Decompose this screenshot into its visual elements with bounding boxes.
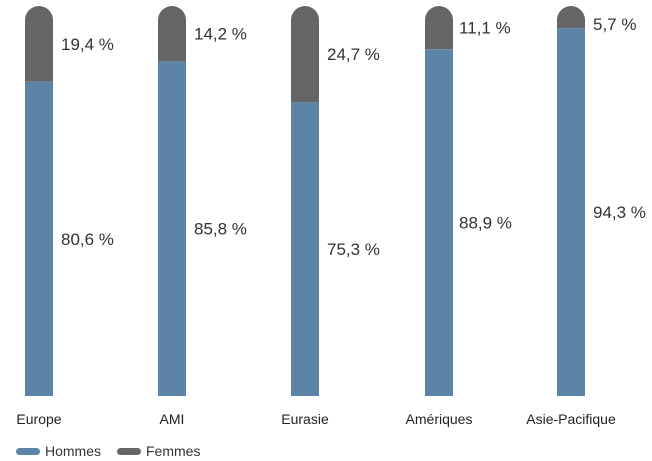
- value-labels-group: 19,4 % 80,6 % 14,2 % 85,8 % 24,7 % 75,3 % 11,1…: [61, 15, 646, 259]
- value-label-femmes-asie-pacifique: 5,7 %: [593, 15, 636, 34]
- value-label-hommes-ameriques: 88,9 %: [459, 214, 512, 233]
- value-label-femmes-europe: 19,4 %: [61, 35, 114, 54]
- category-labels-group: Europe AMI Eurasie Amériques Asie-Pacifique: [16, 411, 616, 427]
- category-label-ameriques: Amériques: [406, 411, 473, 427]
- bar-hommes-eurasie: [291, 102, 319, 396]
- bar-hommes-asie-pacifique: [557, 28, 585, 396]
- bar-femmes-eurasie: [291, 6, 319, 103]
- bar-femmes-asie-pacifique: [557, 6, 585, 29]
- value-label-hommes-asie-pacifique: 94,3 %: [593, 203, 646, 222]
- value-label-hommes-ami: 85,8 %: [194, 220, 247, 239]
- category-label-eurasie: Eurasie: [281, 411, 329, 427]
- bar-hommes-ameriques: [425, 49, 453, 396]
- value-label-femmes-ameriques: 11,1 %: [459, 19, 511, 38]
- category-label-asie-pacifique: Asie-Pacifique: [526, 411, 616, 427]
- bars-group: [25, 6, 585, 396]
- legend-swatch-femmes: [117, 448, 141, 455]
- bar-femmes-ami: [158, 6, 186, 62]
- category-label-ami: AMI: [160, 411, 185, 427]
- legend: Hommes Femmes: [16, 443, 200, 459]
- bar-femmes-europe: [25, 6, 53, 82]
- category-label-europe: Europe: [16, 411, 61, 427]
- value-label-hommes-europe: 80,6 %: [61, 230, 114, 249]
- legend-label-hommes: Hommes: [45, 443, 101, 459]
- value-label-hommes-eurasie: 75,3 %: [327, 240, 380, 259]
- bar-hommes-europe: [25, 81, 53, 396]
- bar-femmes-ameriques: [425, 6, 453, 50]
- bar-hommes-ami: [158, 61, 186, 396]
- legend-label-femmes: Femmes: [146, 443, 200, 459]
- value-label-femmes-eurasie: 24,7 %: [327, 45, 380, 64]
- legend-swatch-hommes: [16, 448, 40, 455]
- value-label-femmes-ami: 14,2 %: [194, 25, 247, 44]
